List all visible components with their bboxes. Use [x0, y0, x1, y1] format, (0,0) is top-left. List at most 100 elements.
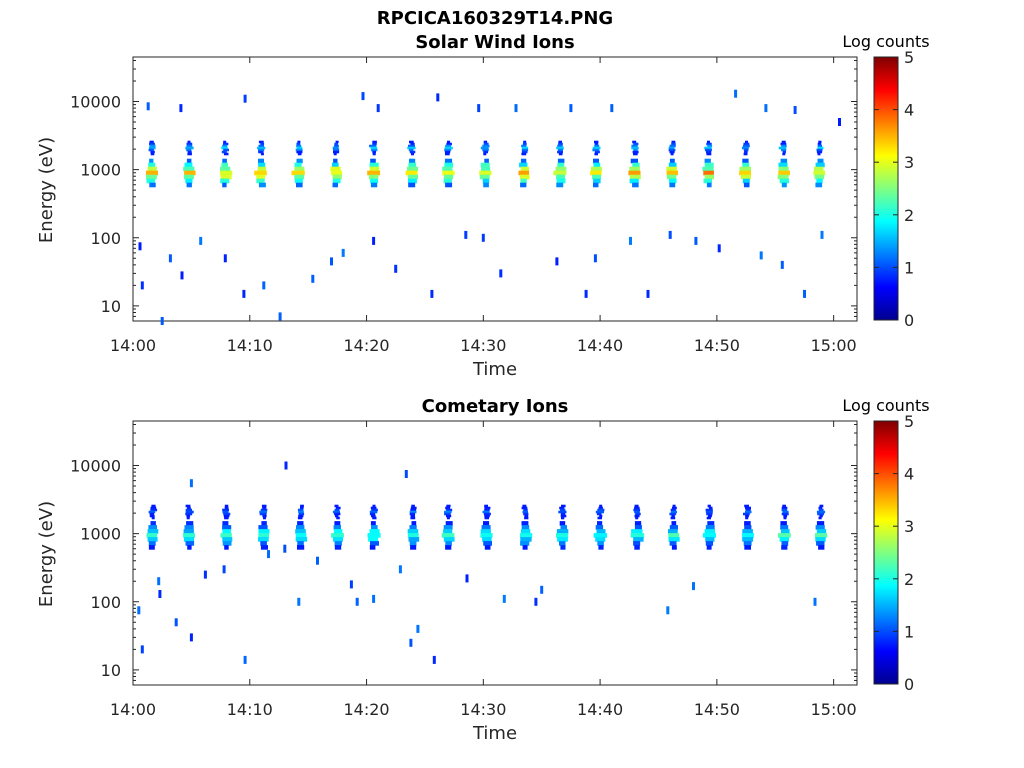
spectrogram-cell	[220, 178, 230, 184]
spectrogram-cell	[522, 510, 528, 514]
spectrogram-cell	[633, 148, 638, 152]
spectrogram-cell	[599, 504, 603, 508]
spectrogram-cell	[560, 545, 566, 550]
spectrogram-cell	[184, 170, 196, 176]
spectrogram-cell	[184, 525, 194, 530]
spectrogram-cell	[151, 516, 155, 520]
spectrogram-cell	[482, 537, 492, 542]
scatter-point	[465, 574, 469, 583]
x-tick-label: 14:50	[694, 700, 740, 719]
spectrogram-cell	[298, 514, 304, 518]
spectrogram-cell	[780, 521, 787, 526]
scatter-point	[174, 618, 178, 627]
spectrogram-cell	[333, 525, 341, 530]
y-axis-ticks: 10 100 1000 10000	[70, 59, 857, 322]
spectrogram-cell	[706, 545, 712, 550]
spectrogram-cell	[555, 166, 567, 172]
scatter-point	[499, 269, 503, 278]
spectrogram-cell	[409, 512, 416, 516]
spectrogram-cell	[148, 525, 157, 530]
y-tick-label: 10	[101, 297, 121, 316]
spectrogram-cell	[222, 525, 232, 530]
scatter-point	[629, 236, 632, 245]
spectrogram-cell	[410, 514, 415, 518]
spectrogram-cell	[187, 152, 192, 156]
spectrogram-cell	[704, 146, 712, 150]
spectrogram-cell	[815, 162, 825, 168]
spectrogram-cell	[222, 529, 231, 534]
spectrogram-cell	[483, 521, 490, 526]
x-axis-ticks: 14:00 14:10 14:20 14:30 14:40 14:50 15:00	[110, 421, 857, 719]
spectrogram-cell	[817, 144, 823, 148]
spectrogram-cell	[333, 529, 343, 534]
spectrogram-cell	[223, 152, 229, 156]
spectrogram-cell	[740, 174, 751, 180]
spectrogram-cell	[258, 525, 268, 530]
spectrogram-cell	[671, 545, 677, 550]
spectrogram-cell	[481, 525, 491, 530]
spectrogram-cell	[409, 150, 416, 154]
spectrogram-cell	[482, 144, 490, 148]
spectrogram-cell	[520, 174, 530, 180]
spectrogram-cell	[260, 545, 268, 550]
spectrogram-cell	[557, 158, 565, 164]
spectrogram-cell	[523, 140, 527, 144]
spectrogram-cell	[224, 504, 229, 508]
spectrogram-cell	[817, 142, 822, 146]
spectrogram-cell	[669, 158, 675, 164]
spectrogram-cell	[672, 504, 676, 508]
spectrogram-cell	[407, 529, 419, 534]
spectrogram-cell	[707, 504, 711, 508]
spectrogram-cell	[295, 533, 307, 538]
spectrogram-cell	[185, 541, 195, 546]
spectrogram-cell	[334, 504, 339, 508]
spectrogram-cell	[630, 533, 645, 538]
spectrogram-cell	[446, 508, 453, 512]
spectrogram-cell	[817, 512, 824, 516]
spectrogram-cell	[743, 148, 749, 152]
spectrogram-cell	[147, 529, 159, 534]
spectrogram-cell	[369, 512, 376, 516]
colorbar-tick-label: 0	[904, 311, 914, 330]
spectrogram-cell	[706, 142, 712, 146]
spectrogram-cell	[369, 166, 380, 172]
spectrogram-cell	[668, 162, 677, 168]
spectrogram-cell	[146, 174, 157, 180]
spectrogram-cell	[260, 508, 268, 512]
spectrogram-cell	[296, 146, 303, 150]
spectrogram-cell	[443, 537, 455, 542]
spectrogram-cell	[634, 525, 642, 530]
spectrogram-cell	[185, 146, 194, 150]
spectrogram-cell	[668, 146, 675, 150]
spectrogram-cell	[480, 529, 491, 534]
spectrogram-cell	[597, 521, 603, 526]
spectrogram-cell	[224, 545, 229, 550]
figure-title: RPCICA160329T14.PNG	[377, 8, 613, 29]
spectrogram-cell	[593, 178, 601, 184]
spectrogram-cell	[670, 152, 674, 156]
spectrogram-cell	[409, 525, 417, 530]
spectrogram-cell	[631, 529, 643, 534]
spectrogram-cell	[444, 150, 451, 154]
spectrogram-cell	[408, 178, 417, 184]
spectrogram-cell	[149, 144, 156, 148]
spectrogram-cell	[520, 533, 533, 538]
spectrogram-cell	[782, 150, 786, 154]
spectrogram-cell	[632, 140, 637, 144]
spectrogram-cell	[482, 510, 490, 514]
spectrogram-cell	[669, 525, 678, 530]
spectrogram-cell	[670, 508, 676, 512]
colorbar	[873, 56, 899, 321]
spectrogram-cell	[704, 174, 714, 180]
spectrogram-cell	[296, 158, 303, 164]
scatter-point	[430, 289, 434, 298]
spectrogram-cell	[706, 150, 712, 154]
spectrogram-cell	[444, 146, 453, 150]
scatter-point	[534, 597, 538, 606]
spectrogram-cell	[409, 158, 416, 164]
spectrogram-cell	[372, 142, 377, 146]
spectrogram-cell	[557, 162, 565, 168]
spectrogram-cell	[484, 516, 489, 520]
spectrogram-cell	[186, 158, 192, 164]
spectrogram-cell	[334, 545, 342, 550]
